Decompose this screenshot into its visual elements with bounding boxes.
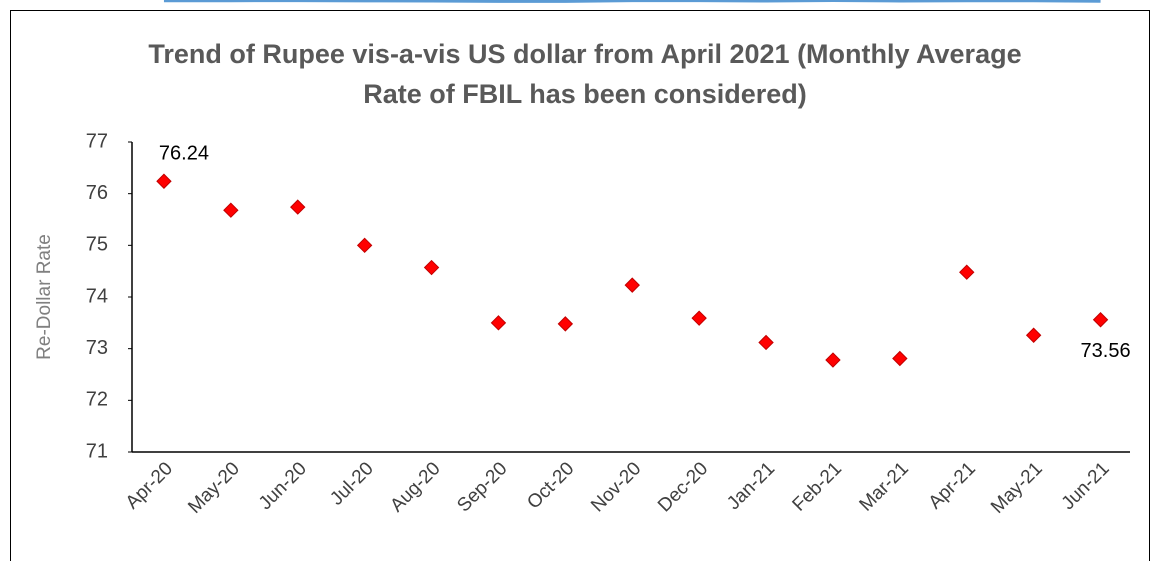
x-tick-label: Apr-21 xyxy=(925,458,980,513)
marker xyxy=(290,199,306,215)
marker xyxy=(490,315,507,331)
x-tick-label: Dec-20 xyxy=(654,458,712,516)
marker xyxy=(758,334,774,351)
x-tick-label: Jan-21 xyxy=(723,458,779,514)
x-tick-label: Apr-20 xyxy=(122,458,177,513)
marker xyxy=(1092,312,1109,328)
marker xyxy=(691,310,707,326)
marker xyxy=(825,352,841,368)
line xyxy=(163,0,1101,3)
x-tick-label: Mar-21 xyxy=(856,458,913,515)
y-tick-label: 74 xyxy=(86,285,108,307)
x-tick-label: Feb-21 xyxy=(789,458,846,515)
marker xyxy=(959,264,975,280)
marker xyxy=(356,237,373,254)
x-tick-label: Sep-20 xyxy=(453,458,511,516)
x-tick-label: May-20 xyxy=(184,458,244,518)
data-label: 76.24 xyxy=(159,143,209,165)
x-tick-label: Jul-20 xyxy=(326,458,377,509)
marker xyxy=(423,259,440,276)
y-tick-label: 76 xyxy=(86,182,108,204)
x-tick-label: Aug-20 xyxy=(386,458,444,516)
marker xyxy=(624,277,640,293)
y-tick-label: 73 xyxy=(86,337,108,359)
y-tick-label: 72 xyxy=(86,389,108,411)
y-tick-label: 75 xyxy=(86,234,108,256)
marker xyxy=(1025,327,1042,343)
y-tick-label: 71 xyxy=(86,440,108,462)
y-axis-label: Re-Dollar Rate xyxy=(34,234,55,360)
marker xyxy=(892,350,908,367)
marker xyxy=(156,173,172,189)
data-label: 73.56 xyxy=(1081,340,1131,362)
marker xyxy=(557,316,574,332)
x-tick-label: Oct-20 xyxy=(523,458,578,513)
y-tick-label: 77 xyxy=(86,130,108,152)
chart-title: Trend of Rupee vis-a-vis US dollar from … xyxy=(148,39,1022,109)
x-tick-label: Jun-20 xyxy=(255,458,311,514)
x-tick-label: Jun-21 xyxy=(1058,458,1114,514)
chart-frame xyxy=(10,10,1150,561)
x-tick-label: May-21 xyxy=(987,458,1047,518)
x-tick-label: Nov-20 xyxy=(587,458,645,516)
marker xyxy=(223,202,239,218)
